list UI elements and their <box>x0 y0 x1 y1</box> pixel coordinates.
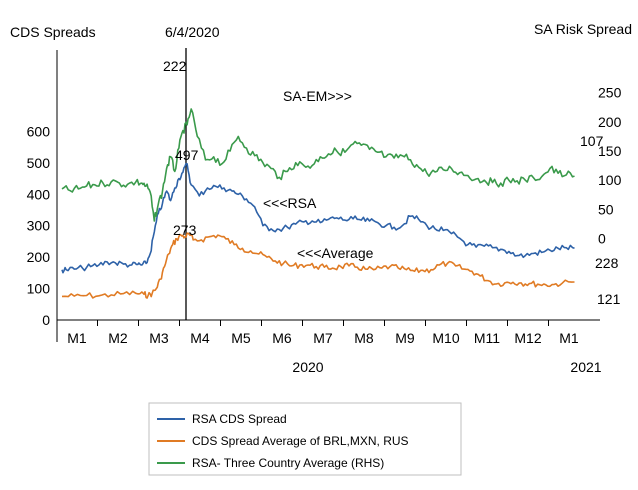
left-tick-label: 200 <box>27 249 51 265</box>
x-tick-label: M5 <box>231 330 251 346</box>
x-tick-label: M6 <box>272 330 292 346</box>
x-tick-label: M12 <box>514 330 541 346</box>
series-line-average <box>61 232 575 299</box>
legend-label-rhs: RSA- Three Country Average (RHS) <box>192 456 384 470</box>
left-tick-label: 0 <box>42 312 50 328</box>
series-line-rsa <box>61 162 575 274</box>
legend: RSA CDS Spread CDS Spread Average of BRL… <box>148 402 462 476</box>
annotation-label-avg: <<<Average <box>297 245 374 261</box>
x-tick-label: M4 <box>190 330 210 346</box>
x-tick-label: M3 <box>149 330 169 346</box>
right-tick-label: 50 <box>598 201 614 217</box>
year-label-2021: 2021 <box>570 359 601 375</box>
x-tick-label: M7 <box>313 330 333 346</box>
annotation-last-rhs: 107 <box>580 133 604 149</box>
left-tick-label: 600 <box>27 123 51 139</box>
right-tick-label: 100 <box>598 172 622 188</box>
left-tick-label: 400 <box>27 186 51 202</box>
x-tick-label: M1 <box>559 330 579 346</box>
left-tick-label: 500 <box>27 155 51 171</box>
right-tick-label: 150 <box>598 143 622 159</box>
right-axis-title: SA Risk Spread <box>534 21 632 37</box>
annotation-peak-avg: 273 <box>173 222 197 238</box>
right-tick-label: 200 <box>598 114 622 130</box>
annotation-last-avg: 121 <box>597 291 621 307</box>
right-tick-label: 250 <box>598 85 622 101</box>
x-tick-label: M11 <box>474 330 500 346</box>
x-tick-label: M2 <box>108 330 128 346</box>
series-line-rhs <box>61 108 575 222</box>
legend-box <box>148 402 462 476</box>
x-tick-label: M9 <box>395 330 415 346</box>
annotation-label-rhs: SA-EM>>> <box>283 88 352 104</box>
annotation-peak-rhs: 222 <box>163 58 187 74</box>
x-tick-label: M10 <box>432 330 459 346</box>
legend-label-average: CDS Spread Average of BRL,MXN, RUS <box>192 434 409 448</box>
event-date-label: 6/4/2020 <box>165 24 220 40</box>
annotation-peak-rsa: 497 <box>175 147 199 163</box>
x-tick-label: M8 <box>354 330 374 346</box>
x-tick-label: M1 <box>67 330 87 346</box>
right-tick-label: 0 <box>598 231 606 247</box>
left-axis-title: CDS Spreads <box>10 24 96 40</box>
annotation-label-rsa: <<<RSA <box>263 195 317 211</box>
year-label-2020: 2020 <box>292 359 323 375</box>
left-tick-label: 300 <box>27 218 51 234</box>
left-tick-label: 100 <box>27 281 51 297</box>
legend-label-rsa: RSA CDS Spread <box>192 412 287 426</box>
annotation-last-rsa: 228 <box>595 255 619 271</box>
